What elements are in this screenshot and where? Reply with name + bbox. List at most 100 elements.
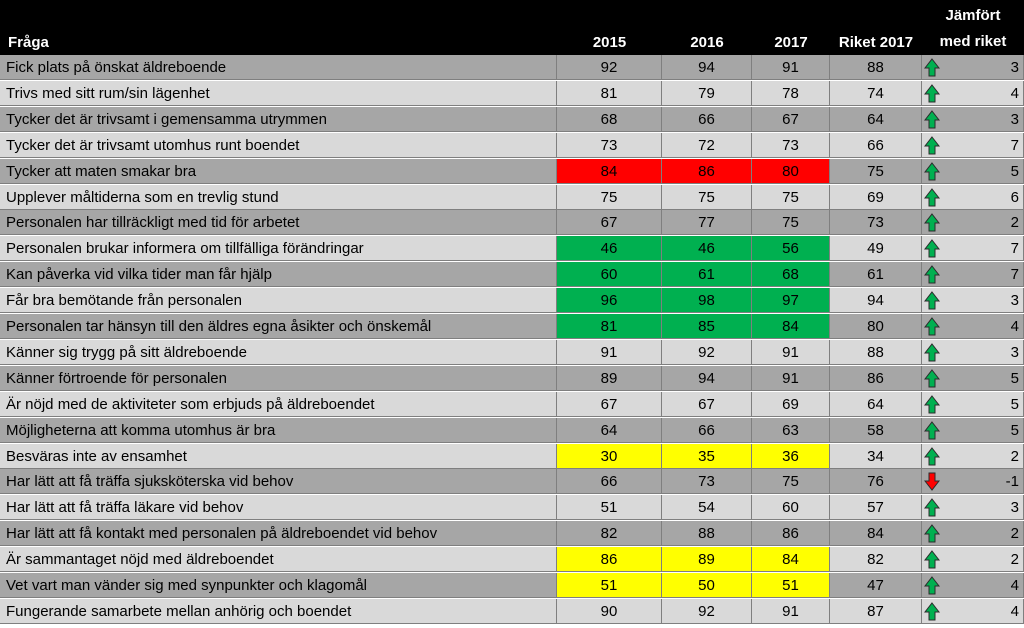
arrow-up-icon: [924, 213, 940, 232]
header-question: Fråga: [8, 34, 49, 51]
cell-2015: 84: [557, 158, 662, 184]
cell-2017: 84: [752, 547, 830, 573]
cell-2017: 91: [752, 55, 830, 80]
cell-2015: 46: [557, 236, 662, 262]
arrow-up-icon: [924, 84, 940, 103]
cell-2016: 73: [662, 469, 752, 495]
cell-2015: 96: [557, 288, 662, 314]
cell-question: Möjligheterna att komma utomhus är bra: [0, 417, 557, 443]
cell-2015: 30: [557, 443, 662, 469]
compare-value: 4: [1010, 318, 1019, 335]
arrow-up-icon: [924, 239, 940, 258]
cell-2016: 66: [662, 417, 752, 443]
table-row: Kan påverka vid vilka tider man får hjäl…: [0, 262, 1024, 288]
cell-2015: 73: [557, 132, 662, 158]
compare-value: 5: [1010, 421, 1019, 439]
cell-2015: 60: [557, 262, 662, 288]
cell-compare: -1: [922, 469, 1024, 495]
cell-compare: 7: [922, 262, 1024, 288]
cell-question: Har lätt att få kontakt med personalen p…: [0, 521, 557, 547]
table-row: Är nöjd med de aktiviteter som erbjuds p…: [0, 391, 1024, 418]
cell-question: Personalen brukar informera om tillfälli…: [0, 236, 557, 262]
cell-question: Vet vart man vänder sig med synpunkter o…: [0, 573, 557, 598]
compare-value: 2: [1010, 447, 1019, 465]
cell-riket-2017: 49: [830, 236, 922, 262]
cell-2017: 78: [752, 80, 830, 106]
table-row: Möjligheterna att komma utomhus är bra 64…: [0, 417, 1024, 444]
cell-2016: 66: [662, 106, 752, 132]
cell-compare: 5: [922, 365, 1024, 391]
cell-2015: 82: [557, 521, 662, 547]
table-row: Besväras inte av ensamhet 30 35 36 34 2: [0, 443, 1024, 470]
cell-2017: 84: [752, 314, 830, 339]
table-row: Upplever måltiderna som en trevlig stund…: [0, 184, 1024, 211]
compare-value: 3: [1010, 110, 1019, 128]
cell-2017: 73: [752, 132, 830, 158]
cell-compare: 3: [922, 339, 1024, 365]
table-row: Personalen har tillräckligt med tid för …: [0, 210, 1024, 236]
arrow-up-icon: [924, 524, 940, 543]
table-row: Har lätt att få kontakt med personalen p…: [0, 521, 1024, 547]
cell-question: Känner förtroende för personalen: [0, 365, 557, 391]
cell-2016: 86: [662, 158, 752, 184]
arrow-up-icon: [924, 187, 940, 206]
arrow-up-icon: [924, 446, 940, 465]
cell-2017: 75: [752, 184, 830, 210]
cell-2016: 54: [662, 495, 752, 521]
arrow-down-icon: [924, 472, 940, 492]
cell-riket-2017: 61: [830, 262, 922, 288]
compare-value: 3: [1010, 499, 1019, 517]
cell-question: Kan påverka vid vilka tider man får hjäl…: [0, 262, 557, 288]
table-row: Känner förtroende för personalen 89 94 91 86…: [0, 365, 1024, 392]
compare-value: 3: [1010, 59, 1019, 76]
compare-value: 4: [1010, 84, 1019, 102]
cell-compare: 6: [922, 184, 1024, 210]
header-2016: 2016: [690, 34, 724, 51]
cell-compare: 4: [922, 598, 1024, 624]
cell-2017: 56: [752, 236, 830, 262]
cell-compare: 3: [922, 55, 1024, 80]
cell-question: Fick plats på önskat äldreboende: [0, 55, 557, 80]
cell-compare: 4: [922, 314, 1024, 339]
compare-value: 4: [1010, 577, 1019, 594]
cell-riket-2017: 88: [830, 339, 922, 365]
cell-compare: 4: [922, 80, 1024, 106]
cell-compare: 4: [922, 573, 1024, 598]
table-row: Känner sig trygg på sitt äldreboende 91 92…: [0, 339, 1024, 366]
header-compare-line2: med riket: [939, 33, 1007, 50]
cell-2016: 72: [662, 132, 752, 158]
table-row: Personalen brukar informera om tillfälli…: [0, 236, 1024, 262]
cell-question: Personalen har tillräckligt med tid för …: [0, 210, 557, 236]
compare-value: 5: [1010, 369, 1019, 387]
header-compare-line1: Jämfört: [945, 7, 1001, 24]
table-row: Har lätt att få träffa sjuksköterska vid…: [0, 469, 1024, 495]
cell-2016: 35: [662, 443, 752, 469]
cell-2017: 91: [752, 339, 830, 365]
table-row: Tycker att maten smakar bra 84 86 80 75 5: [0, 158, 1024, 185]
cell-2015: 81: [557, 80, 662, 106]
cell-2016: 75: [662, 184, 752, 210]
cell-2016: 61: [662, 262, 752, 288]
cell-question: Personalen tar hänsyn till den äldres eg…: [0, 314, 557, 339]
cell-riket-2017: 75: [830, 158, 922, 184]
cell-2015: 86: [557, 547, 662, 573]
compare-value: 7: [1010, 240, 1019, 258]
cell-2017: 51: [752, 573, 830, 598]
cell-question: Känner sig trygg på sitt äldreboende: [0, 339, 557, 365]
cell-2015: 68: [557, 106, 662, 132]
cell-2015: 89: [557, 365, 662, 391]
arrow-up-icon: [924, 265, 940, 284]
cell-question: Tycker att maten smakar bra: [0, 158, 557, 184]
arrow-up-icon: [924, 109, 940, 129]
arrow-up-icon: [924, 550, 940, 569]
cell-compare: 2: [922, 210, 1024, 236]
cell-riket-2017: 94: [830, 288, 922, 314]
arrow-up-icon: [924, 135, 940, 155]
cell-2016: 92: [662, 598, 752, 624]
cell-2016: 94: [662, 55, 752, 80]
cell-compare: 2: [922, 547, 1024, 573]
cell-riket-2017: 34: [830, 443, 922, 469]
cell-riket-2017: 82: [830, 547, 922, 573]
table-header: Fråga 2015 2016 2017 Riket 2017 Jämfört …: [0, 0, 1024, 55]
cell-riket-2017: 84: [830, 521, 922, 547]
